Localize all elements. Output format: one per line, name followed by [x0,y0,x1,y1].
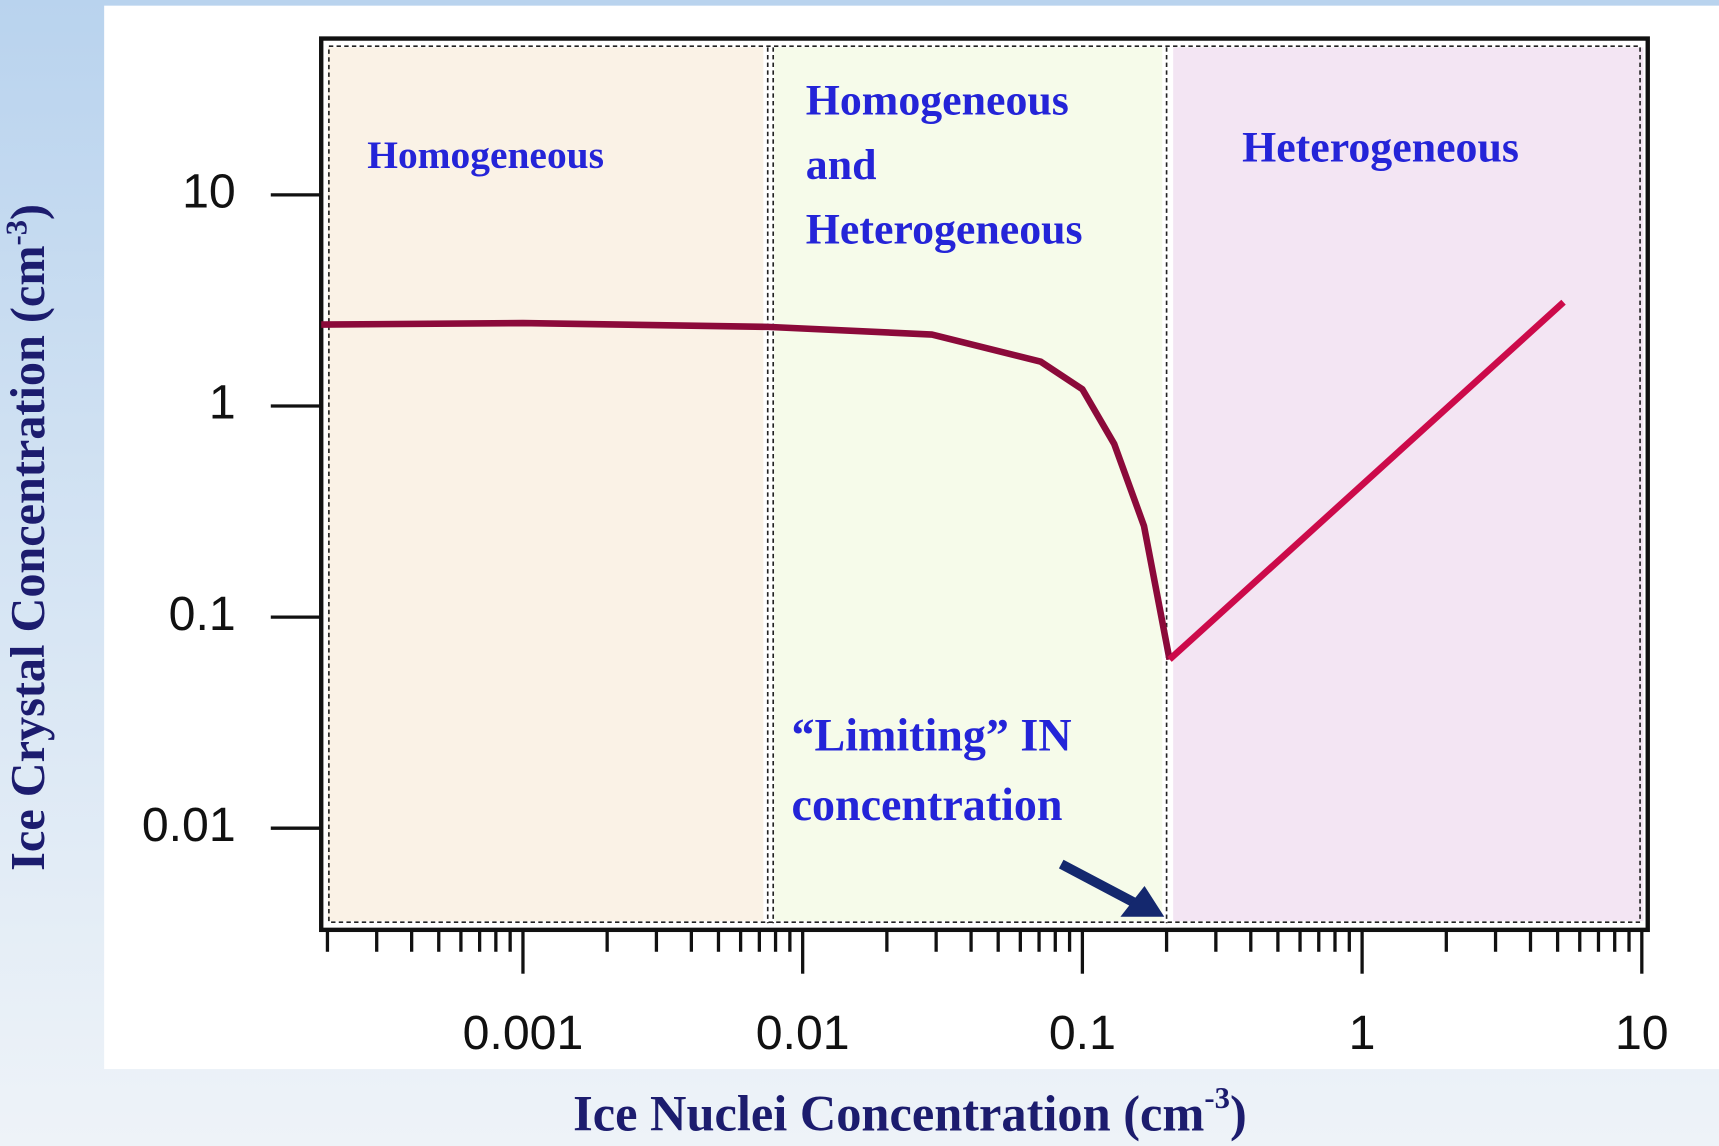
y-tick-label: 10 [182,165,236,219]
y-tick-label: 0.01 [142,798,236,852]
annotation: “Limiting” IN [792,710,1072,761]
x-tick-label: 10 [1615,1006,1669,1060]
plot-frame [319,36,1650,933]
annotation-arrowhead [1120,885,1165,917]
inner-border [328,45,1641,923]
x-tick-label: 0.001 [463,1006,584,1060]
y-axis-label: Ice Crystal Concentration (cm-3) [0,204,55,871]
data-line [321,319,1173,661]
region [774,47,1163,922]
annotation-arrow [1058,859,1143,911]
y-label-text: Ice Crystal Concentration (cm [2,246,55,871]
x-axis-label: Ice Nuclei Concentration (cm-3) [573,1081,1247,1141]
y-tick-label: 0.1 [169,587,236,641]
y-label-sup: -3 [0,220,33,246]
region-label: Heterogeneous [1242,124,1519,172]
x-tick-label: 1 [1349,1006,1376,1060]
x-tick-label: 0.1 [1049,1006,1116,1060]
region-label: Heterogeneous [806,206,1083,254]
x-tick-label: 0.01 [756,1006,850,1060]
data-line [1167,299,1566,662]
region [327,47,764,922]
region [1173,47,1644,922]
y-label-end: ) [2,204,55,220]
x-label-end: ) [1230,1085,1247,1141]
x-label-text: Ice Nuclei Concentration (cm [573,1085,1204,1141]
region-label: Homogeneous [806,76,1069,124]
x-label-sup: -3 [1204,1081,1230,1115]
region-label: and [806,141,877,189]
region-label: Homogeneous [367,133,604,177]
annotation: concentration [792,779,1063,830]
y-tick-label: 1 [209,376,236,430]
